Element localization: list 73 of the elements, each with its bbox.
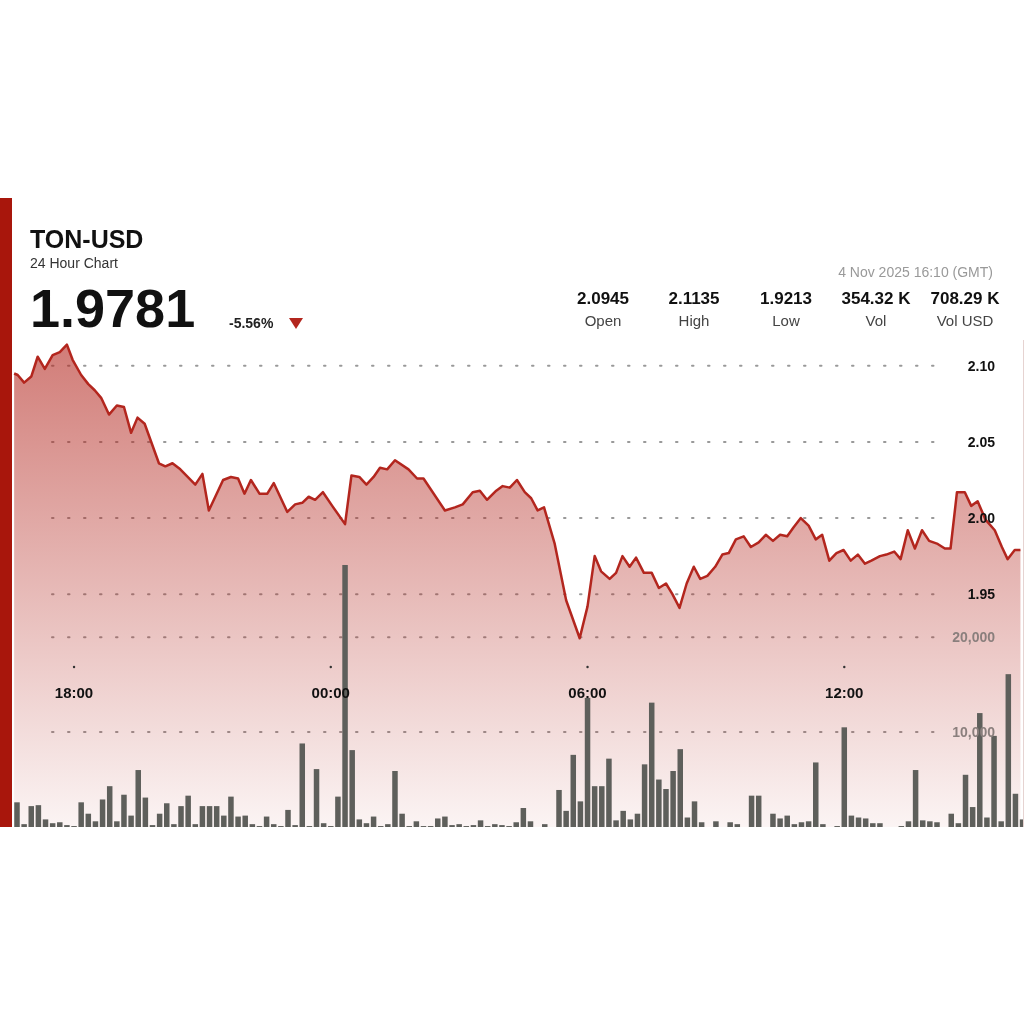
bar: [641, 764, 648, 827]
text: 2.1135: [668, 289, 720, 308]
bar: [905, 821, 912, 827]
bar: [142, 797, 149, 827]
text: Vol: [865, 312, 887, 329]
bar: [363, 823, 370, 827]
bar: [35, 805, 42, 827]
bar: [969, 807, 976, 827]
bar: [713, 821, 719, 827]
bar: [520, 808, 527, 827]
bar: [648, 702, 655, 827]
bar: [584, 697, 591, 827]
y2-tick-label: 20,000: [952, 629, 996, 646]
bar: [213, 806, 220, 827]
bar: [798, 822, 805, 827]
text: 354.32 K: [841, 289, 912, 308]
bar: [106, 786, 113, 827]
bar: [320, 823, 327, 827]
bar: [42, 819, 49, 827]
bar: [199, 806, 206, 827]
bar: [627, 819, 634, 827]
bar: [299, 743, 306, 827]
bar: [577, 801, 584, 827]
chart-subtitle: 24 Hour Chart: [30, 255, 119, 271]
y-tick-label: 1.95: [967, 586, 996, 603]
bar: [313, 769, 320, 827]
text: 4 Nov 2025 16:10 (GMT): [838, 264, 993, 280]
bar: [356, 819, 363, 827]
bar: [249, 824, 256, 827]
x-tick-label: 06:00: [568, 684, 607, 701]
bar: [527, 821, 534, 827]
bar: [841, 727, 848, 827]
bar: [698, 822, 705, 827]
text: 2.0945: [577, 289, 629, 308]
bar: [477, 820, 484, 827]
text: 708.29 K: [930, 289, 1001, 308]
bar: [755, 795, 762, 827]
bar: [727, 822, 733, 827]
text: -5.56%: [229, 315, 274, 331]
bar: [748, 795, 755, 827]
bar: [28, 806, 35, 827]
bar: [919, 820, 926, 827]
y-tick-label: 2.05: [967, 433, 996, 450]
bar: [805, 821, 812, 827]
bar: [1005, 674, 1012, 827]
text: Low: [772, 312, 800, 329]
text: Open: [584, 312, 622, 329]
bar: [49, 823, 56, 827]
bar: [270, 824, 277, 827]
bar: [192, 824, 199, 827]
bar: [955, 823, 962, 827]
y-tick-label: 2.10: [967, 357, 996, 374]
bar: [962, 774, 969, 827]
bar: [541, 824, 548, 827]
bar: [791, 824, 798, 827]
bar: [570, 754, 577, 827]
bar: [99, 799, 106, 827]
bar: [206, 806, 213, 827]
bar: [862, 818, 869, 827]
text: 1.9213: [760, 289, 812, 308]
bar: [912, 770, 919, 827]
text: Vol USD: [936, 312, 994, 329]
x-tick-label: 18:00: [54, 684, 94, 701]
bar: [734, 824, 741, 827]
x-tick-label: 12:00: [825, 684, 864, 701]
text: High: [678, 312, 710, 329]
bar: [413, 821, 420, 827]
chart-title: TON-USD: [30, 225, 144, 253]
bar: [691, 801, 698, 827]
bar: [591, 786, 598, 827]
bar: [92, 821, 99, 827]
text: 1.9781: [30, 278, 196, 338]
bar: [1012, 793, 1019, 827]
